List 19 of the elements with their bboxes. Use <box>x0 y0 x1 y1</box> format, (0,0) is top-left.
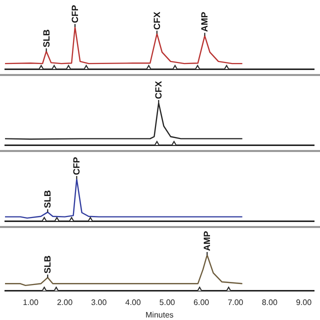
x-tick-label: 3.00 <box>91 298 108 307</box>
x-axis-title: Minutes <box>145 310 174 320</box>
annotation: CFP <box>72 157 82 175</box>
x-tick-label: 1.00 <box>22 298 39 307</box>
annotation: AMP <box>200 12 210 32</box>
x-tick-label: 2.00 <box>56 298 74 307</box>
x-tick-label: 5.00 <box>159 298 176 307</box>
annotation: CFX <box>152 12 162 30</box>
annotation: CFX <box>154 81 164 99</box>
x-tick-label: 6.00 <box>194 298 210 307</box>
x-tick-label: 4.00 <box>125 298 142 307</box>
x-tick-label: 9.00 <box>296 298 312 307</box>
annotation: SLB <box>42 190 53 208</box>
annotation: CFP <box>70 5 80 23</box>
annotation: SLB <box>42 255 53 274</box>
x-tick-label: 8.00 <box>262 298 278 307</box>
annotation: SLB <box>41 28 52 48</box>
x-tick-label: 7.00 <box>228 298 244 307</box>
annotation: AMP <box>202 231 212 251</box>
